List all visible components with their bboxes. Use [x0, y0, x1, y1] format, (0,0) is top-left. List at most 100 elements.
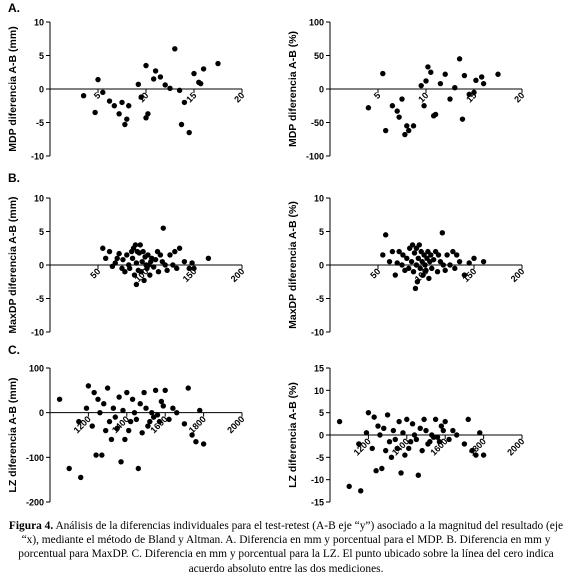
y-tick-label: -5 [36, 118, 44, 128]
data-point [369, 445, 375, 452]
data-point [174, 265, 180, 272]
y-tick-label: -10 [31, 328, 44, 338]
data-point [104, 385, 111, 391]
data-point [427, 439, 433, 445]
data-point [447, 262, 453, 268]
data-point [197, 407, 203, 414]
data-point [126, 427, 132, 434]
data-point [456, 56, 463, 62]
y-tick-label: 0 [319, 261, 324, 271]
data-point [437, 80, 444, 87]
data-point [141, 389, 147, 396]
y-tick-label: 5 [39, 51, 44, 61]
data-point [91, 389, 97, 396]
data-point [389, 103, 396, 109]
data-point [421, 416, 427, 423]
data-point [381, 425, 387, 431]
data-point [141, 277, 147, 284]
data-point [421, 103, 427, 109]
data-point [392, 436, 398, 443]
data-point [400, 252, 406, 258]
data-point [106, 248, 113, 255]
data-point [138, 94, 144, 100]
data-point [172, 248, 178, 255]
data-point [429, 265, 435, 272]
data-point [430, 434, 437, 440]
data-point [436, 439, 443, 445]
data-point [415, 255, 422, 261]
data-point [162, 82, 168, 88]
data-point [129, 396, 136, 402]
data-point [388, 454, 395, 461]
data-point [399, 96, 405, 102]
data-point [434, 269, 441, 275]
data-point [122, 436, 128, 443]
data-point [432, 416, 439, 423]
data-point [160, 403, 166, 409]
data-point [480, 452, 487, 458]
y-tick-label: 100 [29, 364, 44, 374]
data-point [99, 452, 105, 458]
data-point [423, 267, 429, 274]
data-point [147, 272, 153, 278]
data-point [363, 430, 370, 436]
data-point [133, 416, 140, 423]
data-point [102, 255, 109, 261]
data-point [452, 265, 458, 272]
data-point [358, 488, 364, 494]
data-point [442, 418, 448, 425]
y-axis-title: MaxDP diferencia A-B (mm) [7, 196, 19, 333]
data-point [473, 77, 479, 83]
data-point [133, 260, 140, 266]
data-point [131, 272, 138, 278]
data-point [446, 436, 452, 443]
data-point [181, 99, 188, 106]
data-point [477, 430, 483, 436]
y-tick-label: -50 [311, 118, 324, 128]
data-point [440, 262, 446, 268]
y-tick-label: 50 [314, 51, 324, 61]
data-point [396, 418, 402, 425]
data-point [398, 470, 404, 476]
chart-panel: -15 -10 -5 0 5 10 15 1200 1400 1600 1800 2000 LZ dif… [280, 360, 560, 520]
data-point [191, 70, 197, 77]
data-point [404, 416, 410, 423]
chart-panel: -200 -100 0 100 1200 1400 1600 1800 2000 LZ difer… [0, 360, 280, 520]
data-point [394, 108, 400, 114]
data-point [411, 250, 418, 256]
data-point [162, 262, 168, 268]
data-point [439, 230, 446, 236]
data-point [411, 432, 418, 438]
chart-panel: -10-505105101520MDP diferencia A-B (mm) [0, 14, 280, 174]
data-point [430, 256, 437, 263]
data-point [92, 109, 98, 116]
x-tick-label: 2000 [505, 436, 526, 457]
data-point [127, 418, 134, 425]
data-point [420, 272, 426, 278]
data-point [356, 441, 362, 447]
y-tick-label: -100 [306, 152, 324, 162]
data-point [116, 250, 122, 257]
data-point [382, 127, 389, 134]
data-point [110, 405, 117, 411]
data-point [409, 421, 416, 427]
data-point [186, 129, 192, 136]
data-point [406, 127, 412, 134]
data-point [428, 69, 434, 75]
data-point [402, 452, 408, 458]
data-point [478, 74, 485, 80]
data-point [167, 252, 173, 258]
data-point [149, 409, 155, 416]
data-point [120, 256, 126, 263]
data-point [143, 405, 149, 411]
data-point [396, 248, 402, 255]
data-point [193, 439, 199, 445]
data-point [406, 265, 412, 272]
y-axis-title: MDP diferencia A-B (mm) [7, 26, 19, 151]
data-point [404, 255, 410, 261]
data-point [89, 423, 95, 429]
data-point [428, 252, 434, 258]
x-tick-label: 200 [229, 266, 247, 284]
